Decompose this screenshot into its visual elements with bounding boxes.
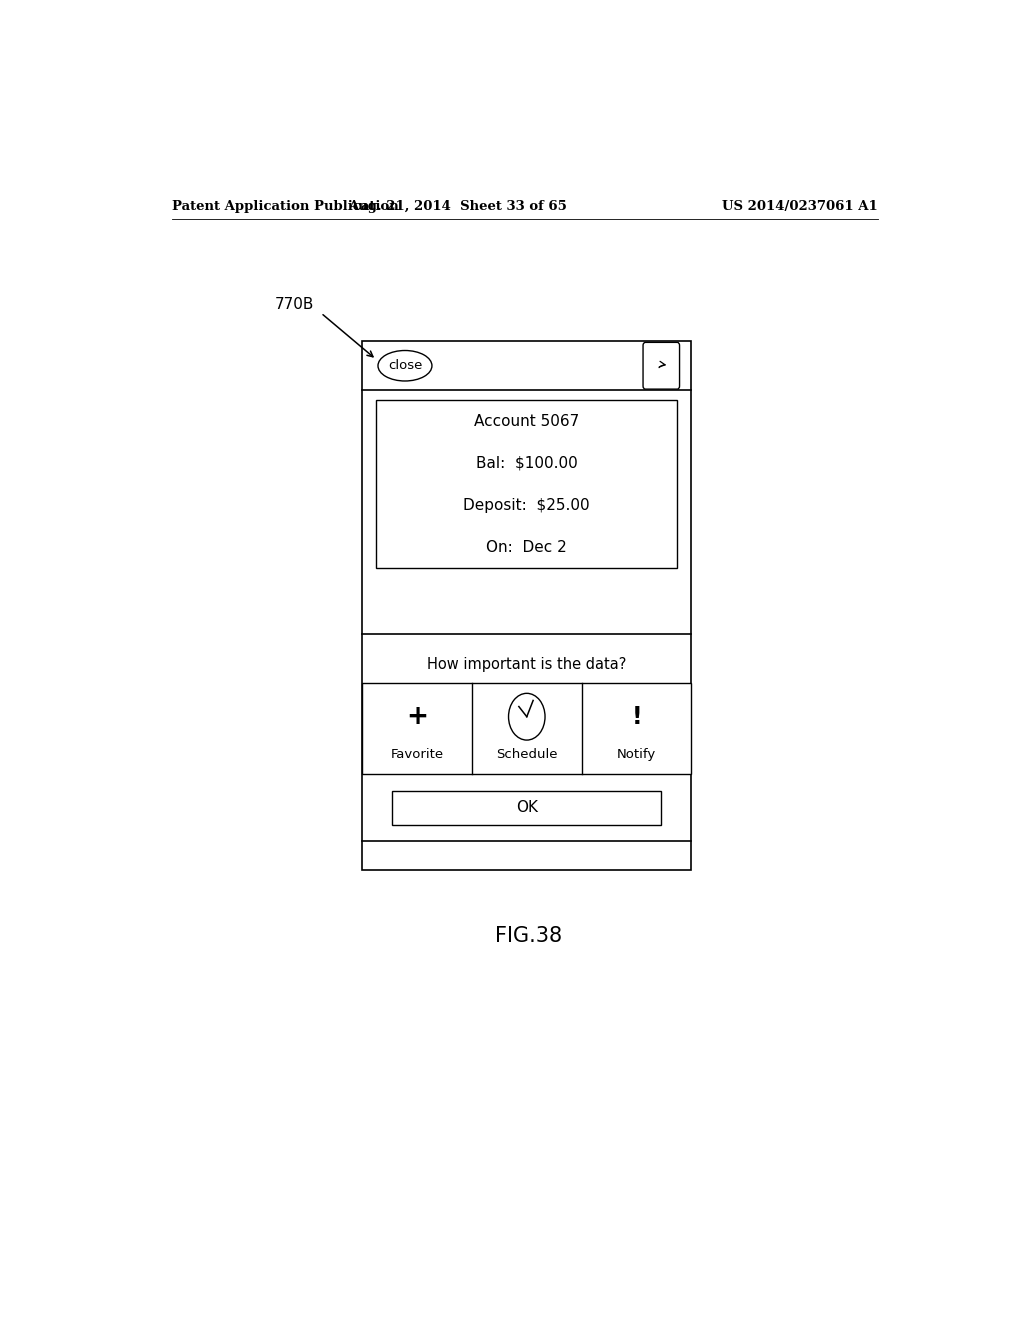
Text: How important is the data?: How important is the data? — [427, 657, 627, 672]
Text: Bal:  $100.00: Bal: $100.00 — [476, 455, 578, 471]
Text: +: + — [406, 704, 428, 730]
Text: 770B: 770B — [274, 297, 314, 313]
Text: Deposit:  $25.00: Deposit: $25.00 — [464, 498, 590, 512]
Circle shape — [509, 693, 545, 741]
Text: Patent Application Publication: Patent Application Publication — [172, 199, 398, 213]
Text: Aug. 21, 2014  Sheet 33 of 65: Aug. 21, 2014 Sheet 33 of 65 — [348, 199, 566, 213]
Text: US 2014/0237061 A1: US 2014/0237061 A1 — [722, 199, 878, 213]
Text: Notify: Notify — [616, 747, 656, 760]
Text: !: ! — [631, 705, 642, 729]
Bar — [392, 791, 662, 825]
Bar — [377, 400, 677, 568]
FancyBboxPatch shape — [643, 342, 680, 389]
Text: Account 5067: Account 5067 — [474, 413, 580, 429]
Text: Favorite: Favorite — [390, 747, 443, 760]
Bar — [362, 682, 691, 775]
Text: OK: OK — [516, 800, 538, 816]
Ellipse shape — [378, 351, 432, 381]
Bar — [362, 342, 691, 870]
Text: close: close — [388, 359, 422, 372]
Text: FIG.38: FIG.38 — [496, 925, 562, 946]
Text: Schedule: Schedule — [496, 747, 557, 760]
Text: On:  Dec 2: On: Dec 2 — [486, 540, 567, 554]
